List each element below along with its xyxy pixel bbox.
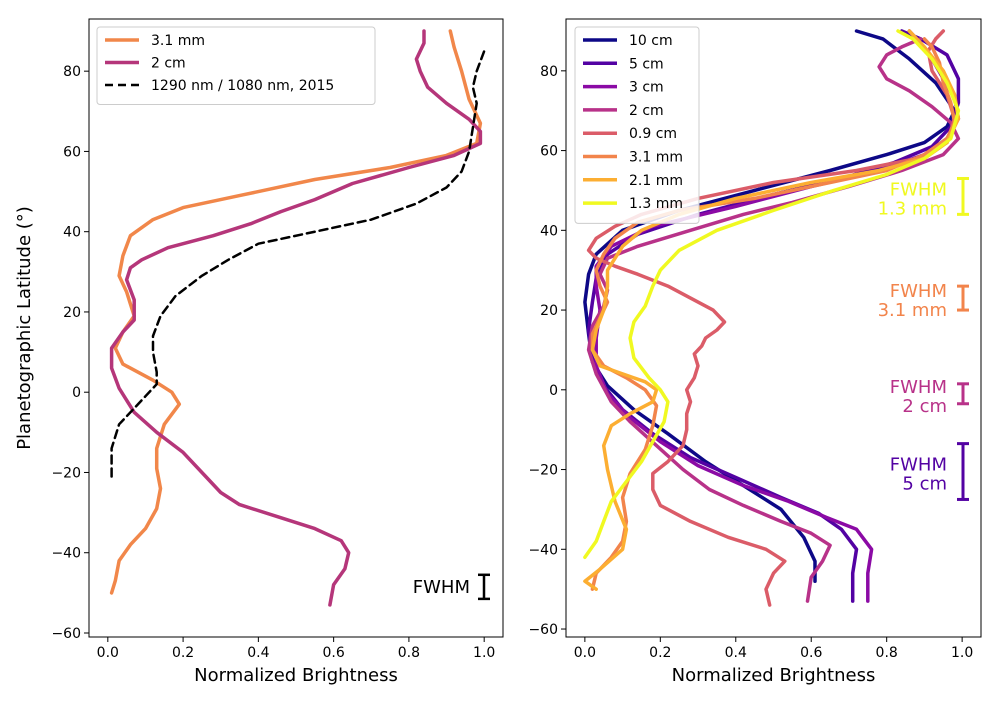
x-tick-label: 0.2 [172, 645, 194, 661]
x-tick-label: 0.2 [649, 645, 671, 661]
x-tick-label: 0.6 [800, 645, 822, 661]
x-tick-label: 0.4 [247, 645, 269, 661]
series-line-1-3-mm [583, 29, 961, 560]
y-tick-label: −20 [528, 463, 558, 479]
series-group [583, 29, 961, 607]
y-tick-label: 20 [63, 305, 81, 321]
fwhm-label: FWHM [890, 455, 947, 476]
fwhm-label: FWHM [890, 281, 947, 302]
fwhm-resolution-label: 5 cm [902, 474, 947, 495]
series-group [109, 29, 486, 607]
x-tick-label: 0.8 [398, 645, 420, 661]
fwhm-label: FWHM [890, 179, 947, 200]
fwhm-resolution-label: 1.3 mm [878, 198, 947, 219]
right-panel: 0.0 0.2 0.4 0.6 0.8 1.0 −60 −40 −20 0 20 40 60 80 Norm… [528, 18, 982, 686]
y-tick-label: 0 [549, 383, 558, 399]
legend-label: 2.1 mm [629, 173, 683, 189]
x-tick-label: 0.0 [574, 645, 596, 661]
y-tick-label: 40 [63, 225, 81, 241]
y-tick-label: 60 [540, 144, 558, 160]
y-tick-label: 80 [63, 64, 81, 80]
axes-frame [565, 18, 982, 638]
x-axis-label: Normalized Brightness [672, 665, 876, 686]
fwhm-resolution-label: 3.1 mm [878, 300, 947, 321]
axes-frame [88, 18, 504, 638]
legend-label: 3.1 mm [151, 33, 205, 49]
x-tick-label: 0.8 [876, 645, 898, 661]
left-panel: 0.0 0.2 0.4 0.6 0.8 1.0 −60 −40 −20 0 20 40 60 80 Norm… [14, 18, 504, 686]
legend-box [574, 26, 700, 224]
y-tick-label: 80 [540, 64, 558, 80]
x-axis-label: Normalized Brightness [194, 665, 398, 686]
x-tick-label: 0.6 [323, 645, 345, 661]
y-tick-label: 60 [63, 144, 81, 160]
legend-label: 10 cm [629, 33, 673, 49]
legend-label: 0.9 cm [629, 126, 677, 142]
fwhm-label: FWHM [413, 577, 470, 598]
series-line-2-cm [109, 29, 483, 607]
x-tick-label: 1.0 [951, 645, 973, 661]
legend-label: 2 cm [629, 103, 664, 119]
series-line-1290-nm-1080-nm-2015 [110, 49, 486, 478]
y-tick-label: −60 [51, 626, 81, 642]
series-line-2-cm [586, 37, 961, 603]
x-tick-label: 1.0 [473, 645, 495, 661]
legend-label: 2 cm [151, 56, 186, 72]
legend-label: 5 cm [629, 56, 664, 72]
y-tick-label: −20 [51, 465, 81, 481]
y-tick-label: 0 [72, 385, 81, 401]
legend-box [96, 26, 376, 105]
legend-label: 3 cm [629, 80, 664, 96]
fwhm-label: FWHM [890, 377, 947, 398]
legend-label: 3.1 mm [629, 150, 683, 166]
y-axis-label: Planetographic Latitude (°) [14, 206, 35, 450]
legend-label: 1290 nm / 1080 nm, 2015 [151, 78, 334, 94]
y-tick-label: −60 [528, 622, 558, 638]
y-tick-label: −40 [528, 542, 558, 558]
x-tick-label: 0.0 [97, 645, 119, 661]
y-tick-label: −40 [51, 546, 81, 562]
y-tick-label: 20 [540, 303, 558, 319]
y-tick-label: 40 [540, 223, 558, 239]
fwhm-resolution-label: 2 cm [902, 396, 947, 417]
x-tick-label: 0.4 [725, 645, 747, 661]
legend-label: 1.3 mm [629, 196, 683, 212]
